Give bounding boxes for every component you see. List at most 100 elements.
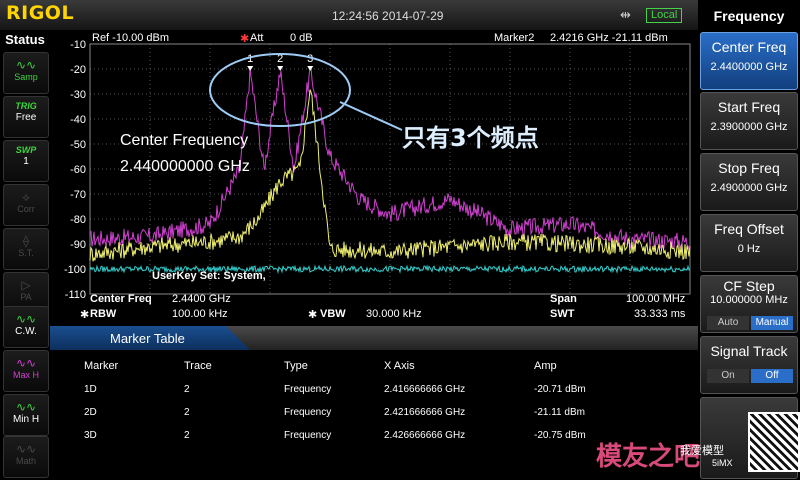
y-tick-label: -30: [70, 89, 86, 101]
span-value: 100.00 MHz: [626, 293, 686, 305]
minh-wave-icon: ∿∿: [15, 400, 37, 414]
freq-offset-button[interactable]: Freq Offset 0 Hz: [700, 214, 798, 272]
timestamp: 12:24:56 2014-07-29: [332, 9, 444, 23]
swt-label: SWT: [550, 308, 575, 320]
y-tick-label: -40: [70, 114, 86, 126]
y-tick-label: -20: [70, 64, 86, 76]
annotation-line2: 2.440000000 GHz: [120, 158, 250, 175]
status-minh-label: Min H: [12, 414, 40, 425]
signal-track-on[interactable]: On: [707, 369, 749, 383]
cf-step-manual[interactable]: Manual: [751, 316, 793, 330]
vbw-label: VBW: [320, 308, 346, 320]
att-label: Att: [250, 32, 264, 44]
corr-icon: ⟡: [22, 190, 30, 204]
status-st-button[interactable]: ⟠ S.T.: [3, 228, 49, 270]
col-amp: Amp: [534, 360, 557, 372]
st-icon: ⟠: [23, 234, 29, 248]
marker-value: 2.4216 GHz -21.11 dBm: [550, 32, 668, 44]
maxh-wave-icon: ∿∿: [15, 356, 37, 370]
status-math-button[interactable]: ∿∿ Math: [3, 436, 49, 478]
rigol-logo: RIGOL: [6, 2, 75, 24]
y-tick-label: -90: [70, 239, 86, 251]
status-trig-label: TRIG: [15, 101, 37, 111]
signal-track-button[interactable]: Signal Track On Off: [700, 336, 798, 394]
measurement-bar: Center Freq 2.4400 GHz Span 100.00 MHz ✱…: [50, 292, 698, 324]
y-tick-label: -100: [64, 264, 86, 276]
cf-step-toggle[interactable]: Auto Manual: [707, 316, 793, 330]
signal-track-off[interactable]: Off: [751, 369, 793, 383]
y-tick-label: -80: [70, 214, 86, 226]
spectrum-svg: -10 -20 -30 -40 -50 -60 -70 -80 -90 -100 -110 1 2 3: [64, 39, 691, 301]
cell-amp: -21.11 dBm: [534, 407, 585, 418]
marker-flag-arrow: [307, 66, 314, 71]
att-star: ✱: [240, 33, 250, 45]
status-title: Status: [5, 32, 45, 47]
stop-freq-menu-label: Stop Freq: [718, 160, 780, 176]
status-maxh-button[interactable]: ∿∿ Max H: [3, 350, 49, 392]
start-freq-menu-value: 2.3900000 GHz: [710, 121, 788, 133]
cell-xaxis: 2.416666666 GHz: [384, 384, 466, 395]
status-swp-button[interactable]: SWP 1: [3, 140, 49, 182]
stop-freq-button[interactable]: Stop Freq 2.4900000 GHz: [700, 153, 798, 211]
status-st-label: S.T.: [18, 248, 34, 258]
marker-flag-arrow: [247, 66, 254, 71]
spectrum-plot[interactable]: -10 -20 -30 -40 -50 -60 -70 -80 -90 -100 -110 1 2 3 R…: [50, 30, 698, 310]
watermark-text: 模友之吧: [596, 442, 701, 472]
swt-value: 33.333 ms: [634, 308, 686, 320]
y-tick-label: -110: [65, 289, 86, 301]
center-freq-menu-value: 2.4400000 GHz: [710, 61, 788, 73]
status-trig-value: Free: [15, 112, 37, 123]
cell-trace: 2: [184, 430, 190, 441]
trace-1: [89, 65, 691, 251]
cell-trace: 2: [184, 384, 190, 395]
userkey-overlay: UserKey Set: System,: [152, 270, 266, 282]
signal-track-toggle[interactable]: On Off: [707, 369, 793, 383]
cf-step-auto[interactable]: Auto: [707, 316, 749, 330]
trace-2: [89, 89, 691, 262]
samp-wave-icon: ∿∿: [15, 58, 37, 72]
cell-type: Frequency: [284, 384, 332, 395]
status-cw-button[interactable]: ∿∿ C.W.: [3, 306, 49, 348]
center-freq-menu-label: Center Freq: [711, 39, 787, 55]
top-bar: RIGOL 12:24:56 2014-07-29 ⇹ Local: [0, 0, 698, 31]
center-freq-value: 2.4400 GHz: [172, 293, 231, 305]
status-pa-label: PA: [20, 292, 32, 302]
marker-table-tab[interactable]: [50, 326, 250, 350]
status-samp-label: Samp: [14, 72, 38, 82]
callout-leader: [339, 101, 403, 131]
status-samp-button[interactable]: ∿∿ Samp: [3, 52, 49, 94]
stop-freq-menu-value: 2.4900000 GHz: [710, 182, 788, 194]
status-maxh-label: Max H: [12, 370, 39, 380]
col-trace: Trace: [184, 360, 212, 372]
cell-marker: 2D: [84, 407, 97, 418]
vbw-star: ✱: [308, 309, 318, 321]
center-freq-button[interactable]: Center Freq 2.4400000 GHz: [700, 32, 798, 90]
status-trig-button[interactable]: TRIG Free: [3, 96, 49, 138]
status-corr-button[interactable]: ⟡ Corr: [3, 184, 49, 226]
local-badge[interactable]: Local: [646, 8, 683, 23]
rbw-label: RBW: [90, 308, 117, 320]
status-math-label: Math: [15, 456, 36, 466]
cell-marker: 1D: [84, 384, 97, 395]
annotation-line1: Center Frequency: [120, 132, 249, 149]
cell-amp: -20.71 dBm: [534, 384, 586, 395]
signal-track-menu-label: Signal Track: [710, 343, 788, 359]
marker-table-title: Marker Table: [110, 331, 185, 346]
cf-step-button[interactable]: CF Step 10.000000 MHz Auto Manual: [700, 275, 798, 333]
plot-frame: [89, 43, 691, 295]
marker-flag-2: 2: [277, 53, 283, 65]
status-minh-button[interactable]: ∿∿ Min H: [3, 394, 49, 436]
cell-type: Frequency: [284, 407, 332, 418]
vbw-value: 30.000 kHz: [366, 308, 422, 320]
watermark-sub2: 5iMX: [712, 458, 733, 468]
cf-step-menu-value: 10.000000 MHz: [710, 294, 788, 306]
span-label: Span: [550, 293, 577, 305]
start-freq-button[interactable]: Start Freq 2.3900000 GHz: [700, 92, 798, 150]
trace-3: [89, 264, 691, 274]
status-corr-label: Corr: [17, 204, 35, 214]
cell-trace: 2: [184, 407, 190, 418]
cw-wave-icon: ∿∿: [15, 312, 37, 326]
callout-text: 只有3个频点: [402, 124, 539, 152]
pa-icon: ▷: [21, 278, 31, 292]
status-swp-label: SWP: [15, 145, 37, 155]
